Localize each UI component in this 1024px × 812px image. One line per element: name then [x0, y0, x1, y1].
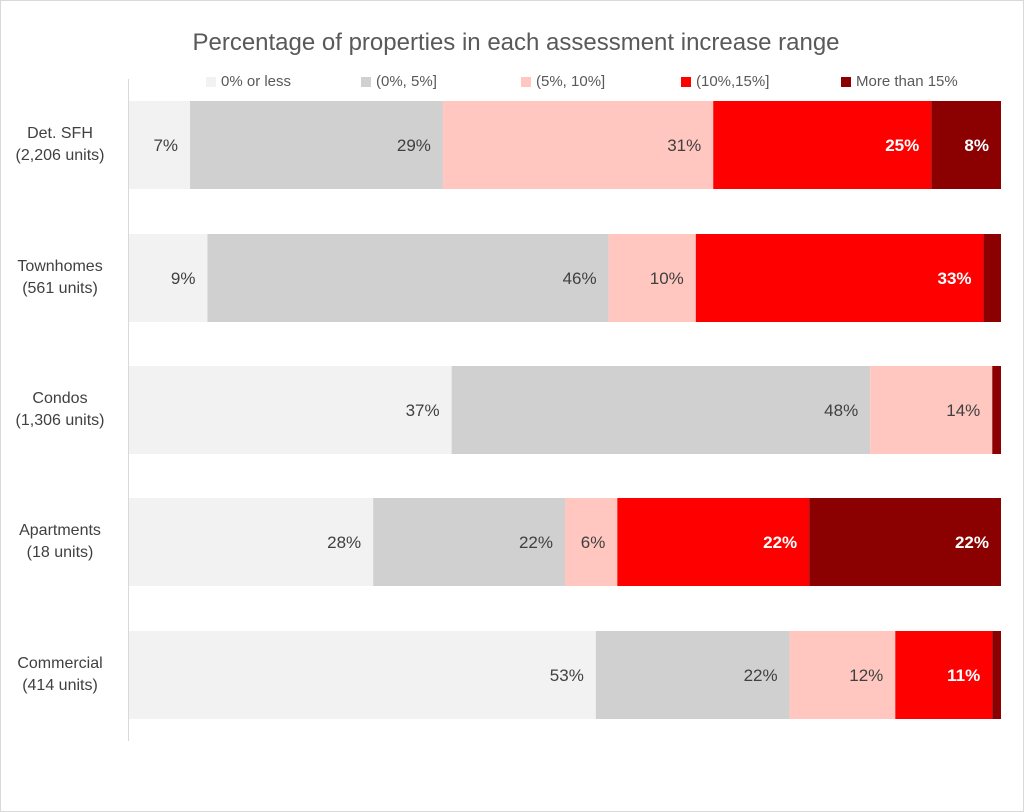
bar-segment — [608, 234, 696, 322]
data-label: 28% — [327, 533, 361, 552]
legend-swatch — [206, 76, 216, 87]
bar-segment — [895, 631, 993, 719]
bar-segment — [992, 366, 1001, 454]
data-label: 48% — [824, 401, 858, 420]
category-units: (1,306 units) — [15, 412, 105, 429]
bar-segment — [451, 366, 871, 454]
category-name: Apartments — [19, 522, 101, 539]
bar-segment — [129, 631, 596, 719]
data-label: 8% — [964, 136, 989, 155]
data-label: 10% — [650, 269, 684, 288]
data-label: 6% — [581, 533, 606, 552]
category-units: (561 units) — [22, 280, 98, 297]
bar-segment — [992, 631, 1001, 719]
category-label: Det. SFH (2,206 units) — [1, 123, 119, 167]
bar-segment — [129, 101, 191, 189]
data-label: 31% — [667, 136, 701, 155]
category-label: Condos (1,306 units) — [1, 388, 119, 432]
category-label: Townhomes (561 units) — [1, 256, 119, 300]
data-label: 25% — [885, 136, 919, 155]
legend-label: More than 15% — [856, 73, 958, 90]
legend-item: 0% or less — [206, 73, 361, 90]
chart-title: Percentage of properties in each assessm… — [192, 29, 840, 56]
bar-segment — [207, 234, 609, 322]
data-label: 46% — [563, 269, 597, 288]
category-label: Apartments (18 units) — [1, 520, 119, 564]
bar-segment — [129, 366, 452, 454]
bar-segment — [565, 498, 618, 586]
data-label: 9% — [171, 269, 196, 288]
bar-segment — [129, 498, 374, 586]
category-units: (2,206 units) — [15, 147, 105, 164]
bar-segment — [129, 234, 208, 322]
legend-label: (0%, 5%] — [376, 73, 437, 90]
legend: 0% or less (0%, 5%] (5%, 10%] (10%,15%] More… — [206, 73, 1001, 90]
category-units: (414 units) — [22, 677, 98, 694]
bar-segment — [695, 234, 984, 322]
bar-segment — [190, 101, 443, 189]
bar-segment — [595, 631, 790, 719]
bar-segment — [373, 498, 565, 586]
category-units: (18 units) — [26, 544, 94, 561]
data-label: 29% — [397, 136, 431, 155]
bar-segment — [789, 631, 896, 719]
legend-swatch — [361, 76, 371, 87]
bar-segment — [931, 101, 1001, 189]
category-label: Commercial (414 units) — [1, 653, 119, 697]
data-label: 22% — [955, 533, 989, 552]
data-label: 11% — [947, 666, 980, 685]
legend-label: 0% or less — [221, 73, 292, 90]
bar-segment — [617, 498, 810, 586]
bar-segment — [442, 101, 714, 189]
data-label: 37% — [406, 401, 440, 420]
data-label: 22% — [519, 533, 553, 552]
bar-segment — [983, 234, 1001, 322]
legend-swatch — [521, 76, 531, 87]
data-label: 14% — [946, 401, 980, 420]
legend-label: (10%,15%] — [696, 73, 770, 90]
data-label: 22% — [744, 666, 778, 685]
data-label: 53% — [550, 666, 584, 685]
category-name: Condos — [32, 390, 88, 407]
bar-segment — [870, 366, 993, 454]
data-label: 12% — [849, 666, 883, 685]
category-name: Det. SFH — [27, 125, 93, 142]
bar-segment — [809, 498, 1001, 586]
category-name: Commercial — [17, 655, 103, 672]
data-label: 7% — [153, 136, 178, 155]
legend-swatch — [841, 76, 851, 87]
legend-item: (10%,15%] — [681, 73, 841, 90]
legend-item: More than 15% — [841, 73, 1001, 90]
legend-item: (5%, 10%] — [521, 73, 681, 90]
data-label: 22% — [763, 533, 797, 552]
legend-item: (0%, 5%] — [361, 73, 521, 90]
legend-label: (5%, 10%] — [536, 73, 606, 90]
bar-segment — [713, 101, 932, 189]
category-name: Townhomes — [17, 258, 103, 275]
legend-swatch — [681, 76, 691, 87]
data-label: 33% — [938, 269, 972, 288]
